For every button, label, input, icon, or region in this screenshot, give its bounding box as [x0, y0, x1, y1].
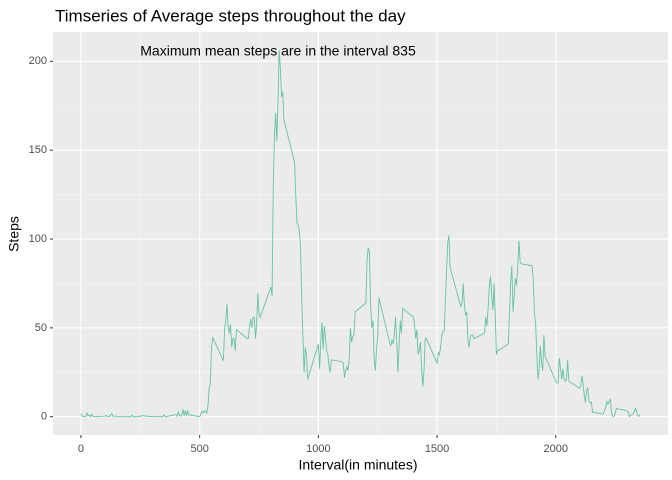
line — [80, 50, 641, 418]
chart-title: Timseries of Average steps throughout th… — [55, 6, 406, 25]
annotation: Maximum mean steps are in the interval 8… — [140, 43, 416, 59]
x-tick-label: 1500 — [425, 443, 449, 455]
y-tick-label: 0 — [41, 411, 47, 423]
x-tick-label: 1000 — [306, 443, 330, 455]
plot-panel — [53, 32, 668, 435]
y-tick-label: 100 — [29, 233, 47, 245]
x-tick-label: 0 — [78, 443, 84, 455]
y-tick-label: 200 — [29, 55, 47, 67]
y-tick-label: 50 — [35, 322, 47, 334]
y-axis-label: Steps — [6, 216, 22, 252]
x-axis-label: Interval(in minutes) — [298, 457, 417, 473]
x-tick-label: 2000 — [544, 443, 568, 455]
y-tick-label: 150 — [29, 144, 47, 156]
x-tick-label: 500 — [190, 443, 208, 455]
